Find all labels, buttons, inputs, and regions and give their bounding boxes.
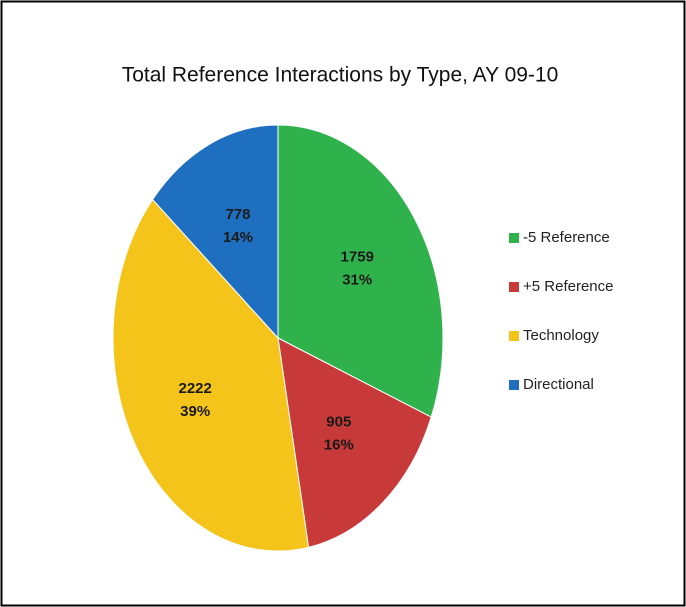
value-label: 778 <box>225 206 250 223</box>
legend-label: Technology <box>523 327 599 344</box>
percent-label: 39% <box>180 403 210 420</box>
legend-swatch <box>509 233 519 243</box>
legend-swatch <box>509 380 519 390</box>
percent-label: 16% <box>324 436 354 453</box>
pie-slice <box>277 124 444 418</box>
legend-swatch <box>509 282 519 292</box>
percent-label: 14% <box>223 229 253 246</box>
legend-label: Directional <box>523 376 594 393</box>
legend-label: +5 Reference <box>523 278 613 295</box>
pie-slice <box>277 337 432 548</box>
percent-label: 31% <box>342 272 372 289</box>
pie-slice <box>112 198 310 552</box>
value-label: 2222 <box>178 380 211 397</box>
value-label: 905 <box>326 413 351 430</box>
legend-swatch <box>509 331 519 341</box>
value-label: 1759 <box>341 249 374 266</box>
chart-title: Total Reference Interactions by Type, AY… <box>122 64 559 87</box>
legend-label: -5 Reference <box>523 229 610 246</box>
pie-slice <box>151 124 279 340</box>
